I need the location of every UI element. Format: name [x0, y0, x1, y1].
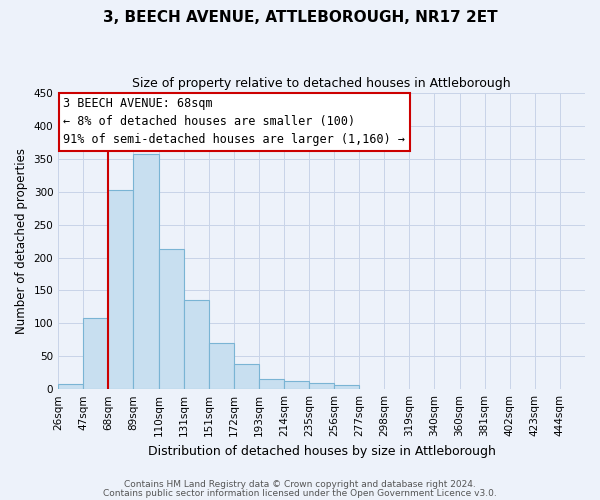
- Bar: [184, 300, 209, 389]
- Text: 3 BEECH AVENUE: 68sqm
← 8% of detached houses are smaller (100)
91% of semi-deta: 3 BEECH AVENUE: 68sqm ← 8% of detached h…: [64, 98, 406, 146]
- Bar: [58, 384, 83, 389]
- Bar: [234, 364, 259, 389]
- Y-axis label: Number of detached properties: Number of detached properties: [15, 148, 28, 334]
- Bar: [209, 343, 234, 389]
- Bar: [158, 249, 184, 389]
- X-axis label: Distribution of detached houses by size in Attleborough: Distribution of detached houses by size …: [148, 444, 496, 458]
- Bar: [83, 318, 109, 389]
- Bar: [133, 154, 158, 389]
- Bar: [109, 190, 133, 389]
- Text: Contains HM Land Registry data © Crown copyright and database right 2024.: Contains HM Land Registry data © Crown c…: [124, 480, 476, 489]
- Bar: [309, 382, 334, 389]
- Text: 3, BEECH AVENUE, ATTLEBOROUGH, NR17 2ET: 3, BEECH AVENUE, ATTLEBOROUGH, NR17 2ET: [103, 10, 497, 25]
- Bar: [259, 380, 284, 389]
- Text: Contains public sector information licensed under the Open Government Licence v3: Contains public sector information licen…: [103, 488, 497, 498]
- Bar: [284, 380, 309, 389]
- Title: Size of property relative to detached houses in Attleborough: Size of property relative to detached ho…: [132, 78, 511, 90]
- Bar: [334, 385, 359, 389]
